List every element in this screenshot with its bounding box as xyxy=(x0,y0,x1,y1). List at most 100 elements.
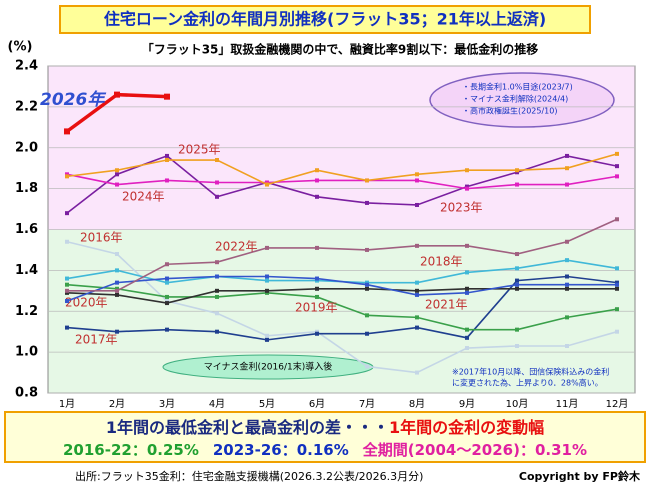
point xyxy=(515,266,519,271)
summary-box xyxy=(4,411,646,463)
point xyxy=(65,325,69,330)
point xyxy=(465,346,469,351)
x-tick-label: 11月 xyxy=(556,398,579,410)
point xyxy=(215,260,219,265)
point xyxy=(415,325,419,330)
point xyxy=(565,315,569,320)
point xyxy=(615,329,619,334)
point xyxy=(515,343,519,348)
point xyxy=(565,182,569,187)
point xyxy=(615,280,619,285)
point xyxy=(315,278,319,283)
x-tick-label: 12月 xyxy=(606,398,629,410)
series-label: 2019年 xyxy=(295,301,338,315)
point xyxy=(65,290,69,295)
point xyxy=(215,329,219,334)
note: ・マイナス金利解除(2024/4) xyxy=(462,94,568,104)
point xyxy=(415,292,419,297)
point xyxy=(365,280,369,285)
point xyxy=(465,270,469,275)
point xyxy=(315,331,319,336)
point xyxy=(515,286,519,291)
point xyxy=(315,286,319,291)
point xyxy=(365,282,369,287)
series-label: 2023年 xyxy=(440,201,483,215)
point xyxy=(615,174,619,179)
point xyxy=(565,282,569,287)
point xyxy=(515,327,519,332)
summary-item: 全期間(2004～2026)：0.31% xyxy=(362,441,587,459)
point xyxy=(115,286,119,291)
chart-subtitle: 「フラット35」取扱金融機関の中で、融資比率9割以下：最低金利の推移 xyxy=(142,42,539,57)
point xyxy=(465,327,469,332)
point xyxy=(115,268,119,273)
x-tick-label: 3月 xyxy=(159,398,175,410)
point xyxy=(515,170,519,175)
point xyxy=(215,311,219,316)
series-label: 2020年 xyxy=(65,296,108,310)
point xyxy=(415,280,419,285)
x-tick-label: 2月 xyxy=(109,398,125,410)
point xyxy=(415,243,419,248)
point xyxy=(365,364,369,369)
point xyxy=(115,329,119,334)
point xyxy=(365,286,369,291)
point xyxy=(65,276,69,281)
point xyxy=(215,158,219,163)
series-line xyxy=(66,275,618,341)
point xyxy=(215,288,219,293)
summary-item: 2023-26：0.16% xyxy=(213,441,349,459)
point xyxy=(115,280,119,285)
footnote: に変更された為、上昇より0．28%高い。 xyxy=(452,378,603,388)
point xyxy=(465,243,469,248)
y-tick-label: 2.0 xyxy=(15,140,38,155)
series-label: 2021年 xyxy=(425,298,468,312)
point xyxy=(265,290,269,295)
point xyxy=(215,194,219,199)
point xyxy=(615,164,619,169)
point xyxy=(65,282,69,287)
point xyxy=(515,168,519,173)
point xyxy=(465,168,469,173)
point xyxy=(565,343,569,348)
point xyxy=(365,178,369,183)
point xyxy=(65,174,69,179)
series-line xyxy=(66,240,618,374)
x-tick-label: 7月 xyxy=(359,398,375,410)
point xyxy=(415,315,419,320)
point xyxy=(164,93,170,100)
series-label: 2016年 xyxy=(80,231,123,245)
x-tick-label: 8月 xyxy=(409,398,425,410)
series-label: 2018年 xyxy=(420,255,463,269)
point xyxy=(615,307,619,312)
point xyxy=(165,327,169,332)
point xyxy=(415,202,419,207)
point xyxy=(165,276,169,281)
point xyxy=(615,266,619,271)
point xyxy=(315,329,319,334)
point xyxy=(265,180,269,185)
point xyxy=(315,168,319,173)
series-line xyxy=(66,153,618,186)
point xyxy=(265,278,269,283)
series-label: 2017年 xyxy=(75,333,118,347)
series-label: 2024年 xyxy=(122,190,165,204)
point xyxy=(365,331,369,336)
point xyxy=(115,292,119,297)
y-axis-label: (%) xyxy=(8,40,33,55)
series-line xyxy=(66,283,618,331)
title-box xyxy=(59,5,591,34)
point xyxy=(615,286,619,291)
y-tick-label: 1.8 xyxy=(15,181,38,196)
point xyxy=(315,294,319,299)
point xyxy=(165,158,169,163)
chart-title: 住宅ローン金利の年間月別推移(フラット35；21年以上返済) xyxy=(104,10,546,29)
x-tick-label: 4月 xyxy=(209,398,225,410)
y-tick-label: 2.4 xyxy=(15,59,38,74)
summary-heading: 1年間の最低金利と最高金利の差・・・1年間の金利の変動幅 xyxy=(106,418,544,437)
copyright: Copyright by FP鈴木 xyxy=(519,469,641,483)
point xyxy=(315,245,319,250)
series-line xyxy=(67,218,618,292)
point xyxy=(115,288,119,293)
